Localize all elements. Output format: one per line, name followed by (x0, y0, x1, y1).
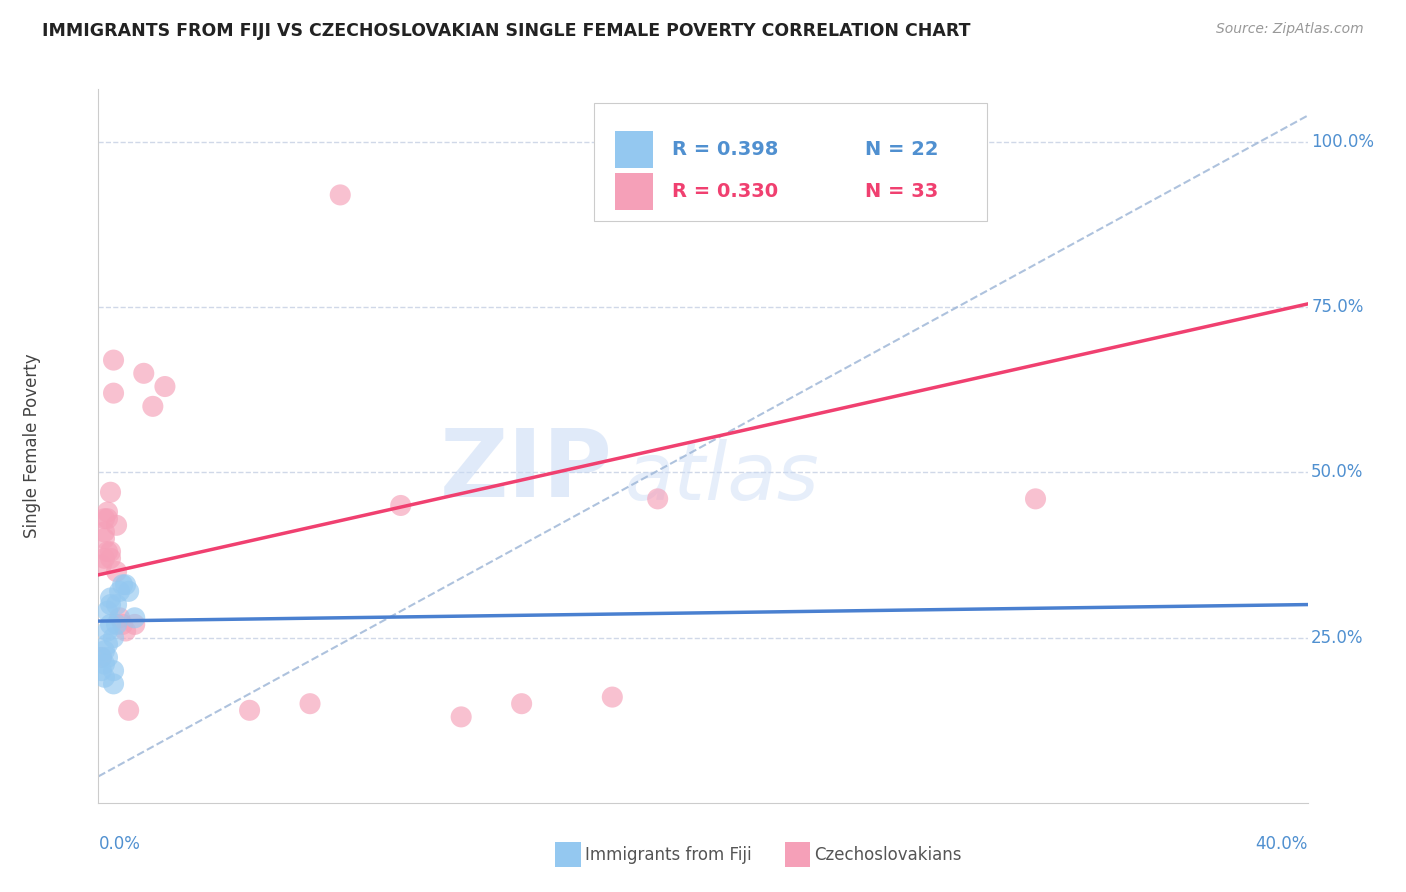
Bar (614, 173, 654, 210)
Point (118, 584, 141, 599)
Point (329, 188, 352, 202)
Point (1024, 491, 1046, 506)
Point (93, 511, 115, 525)
Point (103, 386, 125, 401)
Point (100, 591, 122, 605)
Point (96, 637, 118, 651)
Text: ZIP: ZIP (440, 425, 612, 517)
Text: 50.0%: 50.0% (1312, 464, 1364, 482)
Point (90, 650, 112, 665)
Point (93, 551, 115, 566)
Text: N = 22: N = 22 (865, 140, 939, 160)
Point (100, 485, 122, 500)
Text: 100.0%: 100.0% (1312, 133, 1374, 151)
Point (93, 657, 115, 671)
Point (111, 617, 134, 632)
Text: Source: ZipAtlas.com: Source: ZipAtlas.com (1216, 22, 1364, 37)
Point (647, 491, 669, 506)
Point (96, 511, 118, 525)
Text: Single Female Poverty: Single Female Poverty (22, 354, 41, 538)
Point (153, 379, 176, 393)
Point (93, 524, 115, 539)
Text: Czechoslovakians: Czechoslovakians (814, 846, 962, 863)
Point (96, 650, 118, 665)
Text: 25.0%: 25.0% (1312, 629, 1364, 647)
Point (103, 353, 125, 368)
Text: IMMIGRANTS FROM FIJI VS CZECHOSLOVAKIAN SINGLE FEMALE POVERTY CORRELATION CHART: IMMIGRANTS FROM FIJI VS CZECHOSLOVAKIAN … (42, 22, 970, 40)
Text: 40.0%: 40.0% (1256, 835, 1308, 853)
FancyBboxPatch shape (595, 103, 987, 221)
Point (93, 532, 115, 546)
Text: 0.0%: 0.0% (98, 835, 141, 853)
Point (111, 578, 134, 592)
Point (118, 703, 141, 717)
Point (90, 664, 112, 678)
Point (105, 565, 128, 579)
Text: R = 0.398: R = 0.398 (672, 140, 778, 160)
Point (103, 631, 125, 645)
Point (96, 545, 118, 559)
Point (124, 617, 146, 632)
Point (114, 578, 136, 592)
Point (105, 518, 128, 533)
Text: atlas: atlas (624, 439, 820, 517)
Point (389, 499, 412, 513)
Point (93, 644, 115, 658)
Point (103, 677, 125, 691)
Text: Immigrants from Fiji: Immigrants from Fiji (585, 846, 752, 863)
Point (96, 604, 118, 618)
Point (299, 697, 322, 711)
Text: 75.0%: 75.0% (1312, 298, 1364, 317)
Point (105, 598, 128, 612)
Point (96, 505, 118, 519)
Point (450, 710, 472, 724)
Point (114, 624, 136, 638)
Point (103, 664, 125, 678)
Point (510, 697, 533, 711)
Text: R = 0.330: R = 0.330 (672, 182, 778, 201)
Point (96, 624, 118, 638)
Point (100, 551, 122, 566)
Point (132, 367, 155, 381)
Bar (614, 131, 654, 169)
Point (93, 670, 115, 684)
Point (105, 617, 128, 632)
Point (90, 558, 112, 572)
Point (108, 611, 131, 625)
Point (239, 703, 262, 717)
Text: N = 33: N = 33 (865, 182, 938, 201)
Point (100, 617, 122, 632)
Point (100, 545, 122, 559)
Point (602, 690, 624, 704)
Point (100, 598, 122, 612)
Point (108, 584, 131, 599)
Point (90, 650, 112, 665)
Point (124, 611, 146, 625)
Point (142, 400, 165, 414)
